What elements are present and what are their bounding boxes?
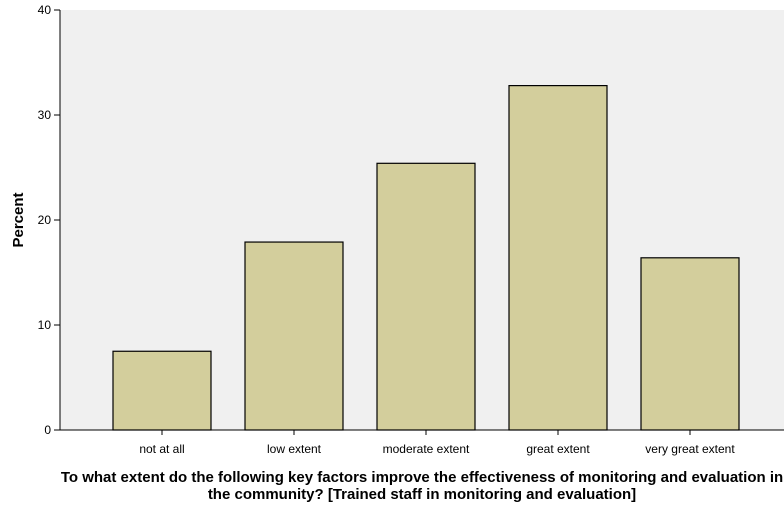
y-tick-label: 0	[44, 423, 51, 437]
x-tick-label: low extent	[267, 442, 322, 456]
x-tick-label: very great extent	[645, 442, 735, 456]
bars	[112, 84, 740, 431]
y-tick-label: 20	[38, 213, 52, 227]
x-tick-label: moderate extent	[383, 442, 470, 456]
bar-very-great-extent	[640, 257, 740, 431]
axes: not at all low extent moderate extent great…	[38, 3, 784, 456]
x-tick-label: not at all	[139, 442, 184, 456]
y-tick-label: 40	[38, 3, 52, 17]
y-tick-label: 10	[38, 318, 52, 332]
bar-low-extent	[244, 241, 344, 431]
bar-great-extent	[508, 84, 608, 431]
x-axis-title: To what extent do the following key fact…	[60, 469, 784, 503]
x-tick-label: great extent	[526, 442, 590, 456]
bar-moderate-extent	[376, 162, 476, 431]
bar-not-at-all	[112, 350, 212, 431]
y-axis-title: Percent	[10, 192, 27, 247]
y-tick-label: 30	[38, 108, 52, 122]
